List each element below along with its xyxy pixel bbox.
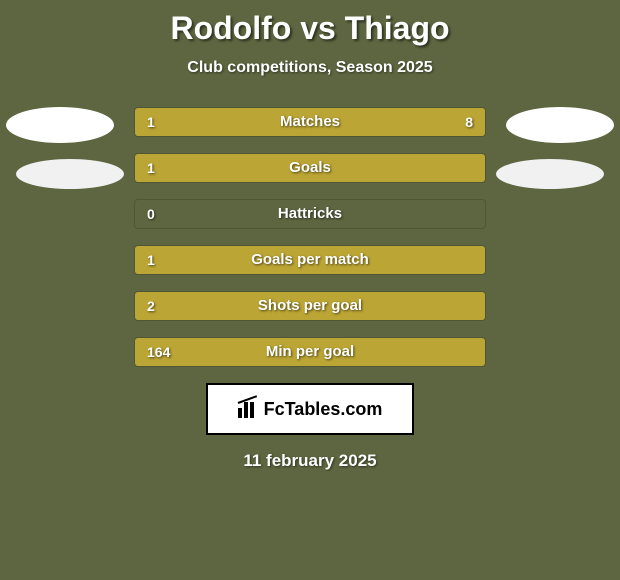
player-right-avatar-2	[496, 159, 604, 189]
logo-box: FcTables.com	[206, 383, 414, 435]
stat-value-left: 1	[147, 154, 155, 182]
player-left-avatar-1	[6, 107, 114, 143]
stat-value-left: 1	[147, 108, 155, 136]
stat-bars: Matches18Goals1Hattricks0Goals per match…	[134, 107, 486, 367]
logo-text: FcTables.com	[238, 399, 383, 420]
stat-label: Hattricks	[135, 200, 485, 228]
stat-value-left: 0	[147, 200, 155, 228]
player-left-avatar-2	[16, 159, 124, 189]
stat-label: Goals	[135, 154, 485, 182]
stat-value-right: 8	[465, 108, 473, 136]
stat-row: Goals1	[134, 153, 486, 183]
content-area: Matches18Goals1Hattricks0Goals per match…	[0, 107, 620, 471]
stat-value-left: 164	[147, 338, 170, 366]
stat-label: Matches	[135, 108, 485, 136]
stat-label: Goals per match	[135, 246, 485, 274]
stat-label: Min per goal	[135, 338, 485, 366]
logo-label: FcTables.com	[264, 399, 383, 420]
stat-row: Goals per match1	[134, 245, 486, 275]
date-label: 11 february 2025	[0, 451, 620, 471]
player-right-avatar-1	[506, 107, 614, 143]
stat-row: Matches1 8	[134, 107, 486, 137]
bar-chart-icon	[238, 400, 260, 418]
stat-value-left: 1	[147, 246, 155, 274]
stat-label: Shots per goal	[135, 292, 485, 320]
page-subtitle: Club competitions, Season 2025	[0, 59, 620, 77]
stat-value-left: 2	[147, 292, 155, 320]
stat-row: Min per goal164	[134, 337, 486, 367]
stat-row: Shots per goal2	[134, 291, 486, 321]
page-title: Rodolfo vs Thiago	[0, 0, 620, 47]
stat-row: Hattricks0	[134, 199, 486, 229]
